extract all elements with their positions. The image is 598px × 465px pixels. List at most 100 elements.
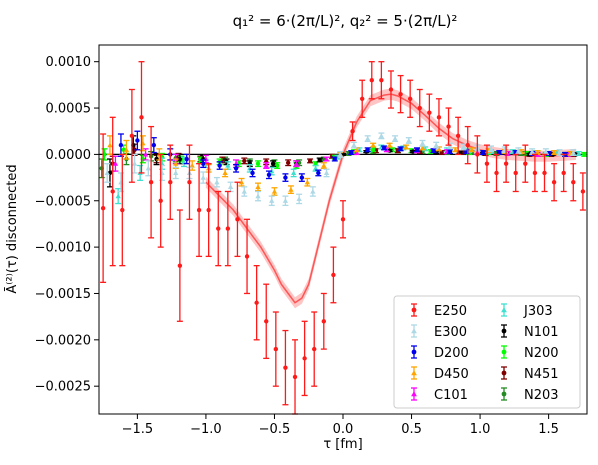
data-point <box>158 198 163 203</box>
data-point <box>250 170 255 176</box>
legend-label: E250 <box>434 304 467 319</box>
data-point <box>388 87 394 92</box>
y-tick-label: 0.0005 <box>46 102 92 117</box>
data-point <box>241 188 247 194</box>
data-point <box>214 179 220 185</box>
fit-band-layer <box>99 88 587 309</box>
data-point <box>196 207 202 213</box>
fit-band-area <box>205 88 576 309</box>
legend-label: D450 <box>434 367 469 382</box>
x-tick-label: 1.0 <box>470 422 491 437</box>
series-E300 <box>104 132 577 207</box>
data-point <box>200 174 206 180</box>
data-point <box>181 159 187 164</box>
data-point <box>571 180 576 185</box>
data-point <box>452 147 459 152</box>
data-point <box>580 189 586 194</box>
data-point <box>321 162 327 168</box>
data-point <box>332 156 337 162</box>
data-point <box>323 170 330 176</box>
data-point <box>302 356 307 361</box>
data-point <box>151 142 157 148</box>
data-point <box>561 170 566 176</box>
data-point <box>570 149 576 155</box>
data-point <box>283 365 288 370</box>
data-point <box>354 149 360 155</box>
data-point <box>331 272 336 278</box>
legend-marker <box>501 307 507 313</box>
data-point <box>370 142 376 148</box>
legend-item-N101: N101 <box>501 324 559 340</box>
data-point <box>494 170 499 176</box>
series-E250 <box>100 61 586 415</box>
legend-marker <box>411 328 417 334</box>
data-point <box>107 142 113 148</box>
data-point <box>515 148 522 153</box>
x-tick-label: 0.0 <box>333 422 354 437</box>
data-point <box>173 170 179 176</box>
data-point <box>427 110 432 115</box>
data-point <box>139 115 144 120</box>
data-point <box>359 96 365 101</box>
data-point <box>365 147 370 152</box>
data-point <box>497 150 502 155</box>
data-point <box>135 138 140 143</box>
data-point <box>436 146 442 151</box>
data-point <box>288 186 294 192</box>
data-point <box>115 193 121 199</box>
data-point <box>312 165 319 171</box>
data-point <box>148 180 154 185</box>
data-point <box>403 144 409 150</box>
data-point <box>480 150 486 155</box>
data-point <box>446 124 451 129</box>
data-point <box>417 105 422 111</box>
data-point <box>235 217 240 222</box>
data-point <box>283 175 288 180</box>
data-point <box>244 254 250 259</box>
data-point <box>354 147 360 152</box>
data-point <box>292 374 298 380</box>
data-point <box>350 129 355 134</box>
legend-item-E300: E300 <box>411 324 467 340</box>
data-point <box>187 180 192 185</box>
y-tick-label: −0.0015 <box>35 287 91 302</box>
data-point <box>433 142 439 148</box>
legend-marker <box>411 349 417 355</box>
data-point <box>523 161 528 166</box>
data-point <box>255 193 261 199</box>
data-point <box>173 161 179 166</box>
data-point <box>216 226 221 231</box>
data-point <box>200 161 206 166</box>
legend-item-C101: C101 <box>411 387 468 403</box>
data-point <box>118 142 124 148</box>
data-point <box>255 184 261 189</box>
data-point <box>370 147 376 152</box>
x-tick-label: 1.5 <box>538 422 559 437</box>
legend-label: N451 <box>524 367 559 382</box>
data-point <box>582 152 587 157</box>
data-point <box>291 170 297 176</box>
x-axis-label: τ [fm] <box>323 437 362 452</box>
y-tick-label: 0.0010 <box>46 55 92 70</box>
data-point <box>378 133 385 138</box>
data-point <box>184 156 189 162</box>
data-point <box>529 148 535 154</box>
data-point <box>323 156 330 162</box>
y-axis-label: Ā⁽²⁾(τ) disconnected <box>5 164 20 293</box>
data-point <box>551 180 557 185</box>
data-point <box>351 142 357 148</box>
data-point <box>349 150 354 155</box>
data-point <box>206 207 211 213</box>
data-point <box>112 161 119 166</box>
data-point <box>225 226 231 231</box>
data-point <box>431 148 436 153</box>
legend-label: N203 <box>524 388 559 403</box>
series-layer <box>98 61 588 415</box>
x-axis-ticks: −1.5 −1.0 −0.5 0.0 0.5 1.0 1.5 <box>122 414 559 437</box>
data-point <box>120 207 125 213</box>
data-point <box>293 161 300 166</box>
data-point <box>132 161 138 166</box>
data-point <box>406 137 412 143</box>
data-point <box>535 149 541 155</box>
